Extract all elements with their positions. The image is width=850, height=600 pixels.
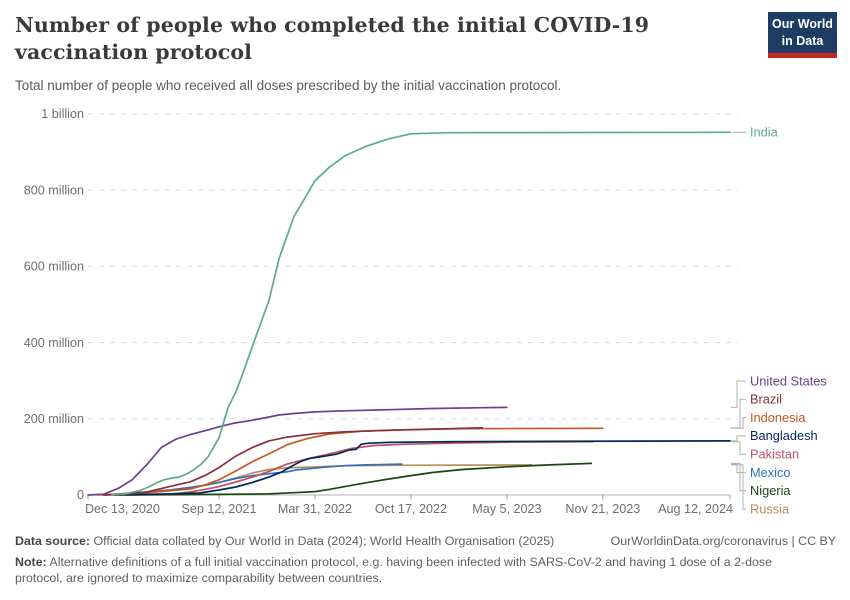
y-axis-label-600: 600 million xyxy=(24,260,84,274)
legend-connector-nigeria xyxy=(731,462,746,492)
legend-connector-brazil xyxy=(731,398,746,429)
y-axis-label-0: 0 xyxy=(77,488,84,502)
x-axis-label: Mar 31, 2022 xyxy=(278,502,352,516)
note-text: Alternative definitions of a full initia… xyxy=(15,555,772,586)
legend-connector-united-states xyxy=(731,380,746,408)
x-axis-label: Sep 12, 2021 xyxy=(182,502,257,516)
legend-label-mexico[interactable]: Mexico xyxy=(750,465,791,480)
legend-connector-russia xyxy=(731,464,746,510)
legend-connector-indonesia xyxy=(731,417,746,429)
data-source-row: Data source: Official data collated by O… xyxy=(15,533,836,549)
x-axis-label: May 5, 2023 xyxy=(472,502,541,516)
owid-logo[interactable]: Our World in Data xyxy=(768,12,837,58)
legend-connector-pakistan xyxy=(731,441,746,455)
line-bangladesh[interactable] xyxy=(114,440,731,496)
chart-footer: Data source: Official data collated by O… xyxy=(15,533,836,586)
data-source-label: Data source: xyxy=(15,534,91,548)
owid-coronavirus-link[interactable]: OurWorldinData.org/coronavirus | CC BY xyxy=(610,534,836,548)
line-united-states[interactable] xyxy=(87,406,508,496)
legend-label-united-states[interactable]: United States xyxy=(750,373,827,388)
chart-svg: 0 200 million 400 million 600 million 800 mi… xyxy=(24,107,827,516)
chart-subtitle: Total number of people who received all … xyxy=(15,78,562,93)
legend-label-pakistan[interactable]: Pakistan xyxy=(750,447,799,462)
legend-label-indonesia[interactable]: Indonesia xyxy=(750,410,806,425)
note-label: Note: xyxy=(15,555,47,570)
legend-connector-mexico xyxy=(731,463,746,473)
legend-label-brazil[interactable]: Brazil xyxy=(750,392,782,407)
y-axis-label-800: 800 million xyxy=(24,183,84,197)
x-axis-label: Oct 17, 2022 xyxy=(375,502,447,516)
line-mexico[interactable] xyxy=(102,463,403,496)
x-axis-label: Dec 13, 2020 xyxy=(85,502,160,516)
owid-logo-text: Our World in Data xyxy=(772,17,833,48)
legend-label-russia[interactable]: Russia xyxy=(750,501,790,516)
legend-label-bangladesh[interactable]: Bangladesh xyxy=(750,428,818,443)
x-axis-label: Nov 21, 2023 xyxy=(565,502,640,516)
page-title: Number of people who completed the initi… xyxy=(15,13,650,65)
line-india[interactable] xyxy=(111,131,731,496)
y-axis-label-200: 200 million xyxy=(24,412,84,426)
line-nigeria[interactable] xyxy=(125,462,593,496)
x-axis-label: Aug 12, 2024 xyxy=(658,502,733,516)
legend-label-nigeria[interactable]: Nigeria xyxy=(750,483,791,498)
y-axis-label-1000: 1 billion xyxy=(41,107,84,121)
data-source-text: Official data collated by Our World in D… xyxy=(90,534,555,548)
line-pakistan[interactable] xyxy=(111,440,594,496)
note-row: Note: Alternative definitions of a full … xyxy=(15,554,820,586)
legend-connector-bangladesh xyxy=(731,435,746,442)
chart: 0 200 million 400 million 600 million 800 mi… xyxy=(0,95,850,535)
legend-label-india[interactable]: India xyxy=(750,125,779,140)
line-brazil[interactable] xyxy=(103,427,484,496)
y-axis-label-400: 400 million xyxy=(24,336,84,350)
